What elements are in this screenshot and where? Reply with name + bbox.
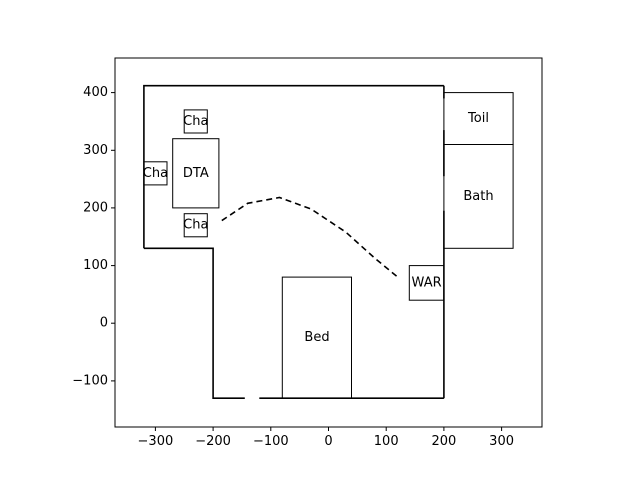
furniture-label-dta: DTA (183, 166, 209, 181)
furniture-label-bed: Bed (304, 330, 329, 345)
furniture-label-cha-bottom: Cha (183, 218, 208, 233)
y-tick-label: 200 (83, 200, 108, 215)
x-tick-label: −200 (195, 434, 231, 449)
furniture-box-bath (443, 144, 514, 249)
furniture-box-war (408, 265, 445, 301)
x-axis-ticks: −300 −200 −100 0 100 200 300 (138, 427, 514, 449)
y-tick-label: 300 (83, 143, 108, 158)
y-axis-ticks: −100 0 100 200 300 400 (72, 85, 115, 388)
furniture-label-cha-top: Cha (183, 114, 208, 129)
x-tick-label: 300 (489, 434, 514, 449)
furniture-box-bed (281, 276, 352, 399)
furniture-label-cha-left: Cha (143, 166, 168, 181)
furniture-box-cha-left (143, 161, 168, 186)
y-tick-label: 0 (100, 316, 108, 331)
wall-segment (143, 84, 444, 249)
x-tick-label: 200 (431, 434, 456, 449)
furniture-label-toil: Toil (467, 111, 489, 126)
x-tick-label: 100 (374, 434, 399, 449)
x-tick-label: 0 (324, 434, 332, 449)
furniture-label-bath: Bath (463, 189, 493, 204)
furniture-box-dta (172, 138, 220, 209)
y-tick-label: 100 (83, 258, 108, 273)
furniture-box-cha-top (183, 109, 208, 134)
x-tick-label: −100 (253, 434, 289, 449)
furniture-label-war: WAR (412, 275, 442, 290)
wall-segment (143, 247, 245, 400)
walking-path (221, 196, 399, 278)
furniture: Cha DTA Cha Cha Toil Bath WAR Bed (143, 92, 514, 399)
y-tick-label: 400 (83, 85, 108, 100)
path-line (221, 196, 399, 278)
furniture-box-cha-bottom (183, 213, 208, 238)
y-tick-label: −100 (72, 373, 108, 388)
x-tick-label: −300 (138, 434, 174, 449)
